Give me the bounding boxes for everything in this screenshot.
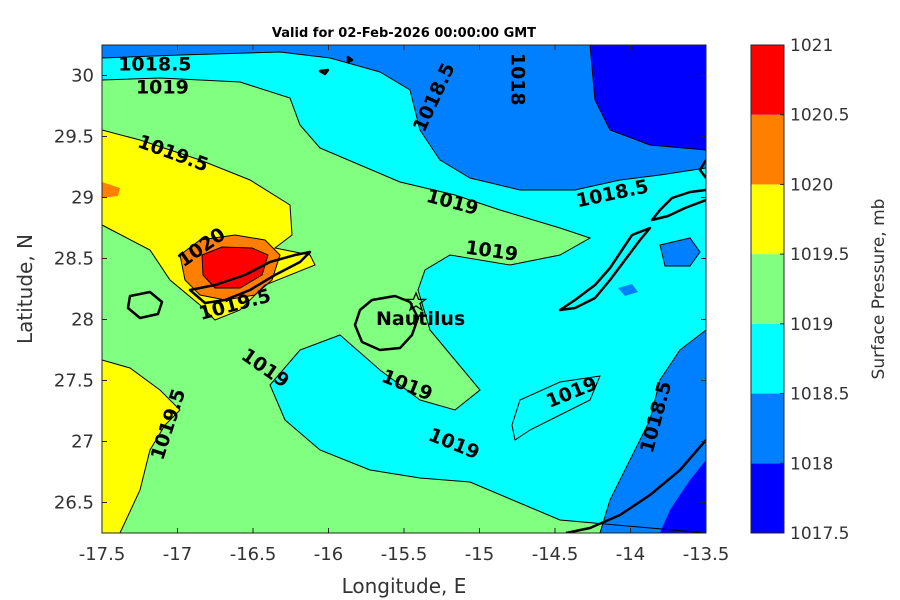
star-icon	[404, 291, 428, 312]
x-tick-label: -17.5	[79, 544, 126, 565]
contour-line-1018-isle	[659, 237, 701, 267]
x-axis-ticks: -17.5 -17 -16.5 -16 -15.5 -15 -14.5 -14 -13.5	[79, 45, 730, 565]
coast-fuerteventura	[558, 226, 652, 312]
y-tick-label: 28	[71, 310, 94, 331]
x-tick-label: -17	[163, 544, 192, 565]
colorbar-frame	[750, 44, 785, 534]
colorbar-label: Surface Pressure, mb	[869, 199, 889, 380]
contour-line-1018	[589, 45, 706, 151]
contour-fill-layer	[102, 45, 706, 533]
colorbar-swatch	[751, 254, 784, 324]
y-tick-label: 28.5	[54, 249, 94, 270]
coast-lanzarote	[650, 188, 706, 222]
station-label: Nautilus	[376, 308, 465, 330]
coast-gran-canaria	[353, 294, 420, 352]
colorbar-swatch	[751, 184, 784, 255]
y-tick-label: 30	[71, 66, 94, 87]
x-tick-label: -16	[314, 544, 343, 565]
contour-label: 1018.5	[118, 54, 191, 76]
contour-label: 1019	[136, 77, 189, 99]
colorbar-tick-label: 1019.5	[790, 245, 849, 265]
contour-lines	[102, 45, 706, 533]
colorbar-tick-label: 1019	[790, 315, 833, 335]
x-tick-label: -14.5	[532, 544, 579, 565]
coast-islet-north	[318, 55, 354, 76]
band-1018-isle-small	[618, 284, 638, 296]
x-tick-label: -16.5	[230, 544, 277, 565]
chart-title: Valid for 02-Feb-2026 00:00:00 GMT	[272, 26, 536, 41]
contour-line-1019-5	[102, 129, 316, 321]
colorbar-tick-label: 1017.5	[790, 524, 849, 544]
y-axis-ticks: 26.5 27 27.5 28 28.5 29 29.5 30	[54, 66, 706, 514]
colorbar-tick-label: 1021	[790, 36, 833, 56]
colorbar-tick-label: 1020.5	[790, 106, 849, 126]
contour-line-1019-east-island	[511, 375, 601, 441]
x-tick-label: -13.5	[683, 544, 730, 565]
colorbar-swatch	[751, 114, 784, 185]
coastlines	[126, 55, 706, 533]
colorbar: 1017.5 1018 1018.5 1019 1019.5 1020 1020.5 1021	[750, 36, 849, 544]
x-tick-label: -15	[465, 544, 494, 565]
band-1017-5-se	[660, 460, 706, 533]
x-tick-label: -14	[616, 544, 645, 565]
colorbar-tick-label: 1018.5	[790, 385, 849, 405]
contour-line-1019-5-south	[102, 359, 181, 533]
coast-la-gomera	[126, 290, 164, 320]
band-1018-isle-ne	[660, 238, 700, 266]
y-tick-label: 27.5	[54, 371, 94, 392]
station-marker: Nautilus	[376, 291, 465, 330]
contour-line-1018-se	[599, 329, 706, 533]
contour-label: 1018	[506, 53, 528, 106]
band-1019-5-south	[102, 360, 180, 533]
colorbar-swatch	[751, 393, 784, 464]
y-tick-label: 29.5	[54, 127, 94, 148]
coast-tenerife	[188, 250, 312, 305]
colorbar-swatch	[751, 463, 784, 533]
y-tick-label: 27	[71, 432, 94, 453]
y-tick-label: 26.5	[54, 493, 94, 514]
colorbar-tick-label: 1018	[790, 454, 833, 474]
x-tick-label: -15.5	[381, 544, 428, 565]
coast-africa	[565, 159, 706, 533]
band-1018-se	[600, 330, 706, 533]
colorbar-swatch	[751, 323, 784, 394]
band-1017-5	[590, 45, 706, 150]
x-axis-label: Longitude, E	[342, 574, 467, 598]
contour-line-1019	[102, 77, 706, 533]
contour-line-1020-5	[201, 246, 269, 289]
band-1018-5-island-east	[512, 376, 600, 440]
colorbar-tick-label: 1020	[790, 175, 833, 195]
contour-line-1018-5	[102, 51, 706, 191]
colorbar-swatch	[751, 45, 784, 115]
y-axis-label: Latitude, N	[13, 234, 37, 344]
band-1020-west	[102, 182, 120, 198]
band-1020-5	[202, 247, 268, 288]
y-tick-label: 29	[71, 188, 94, 209]
